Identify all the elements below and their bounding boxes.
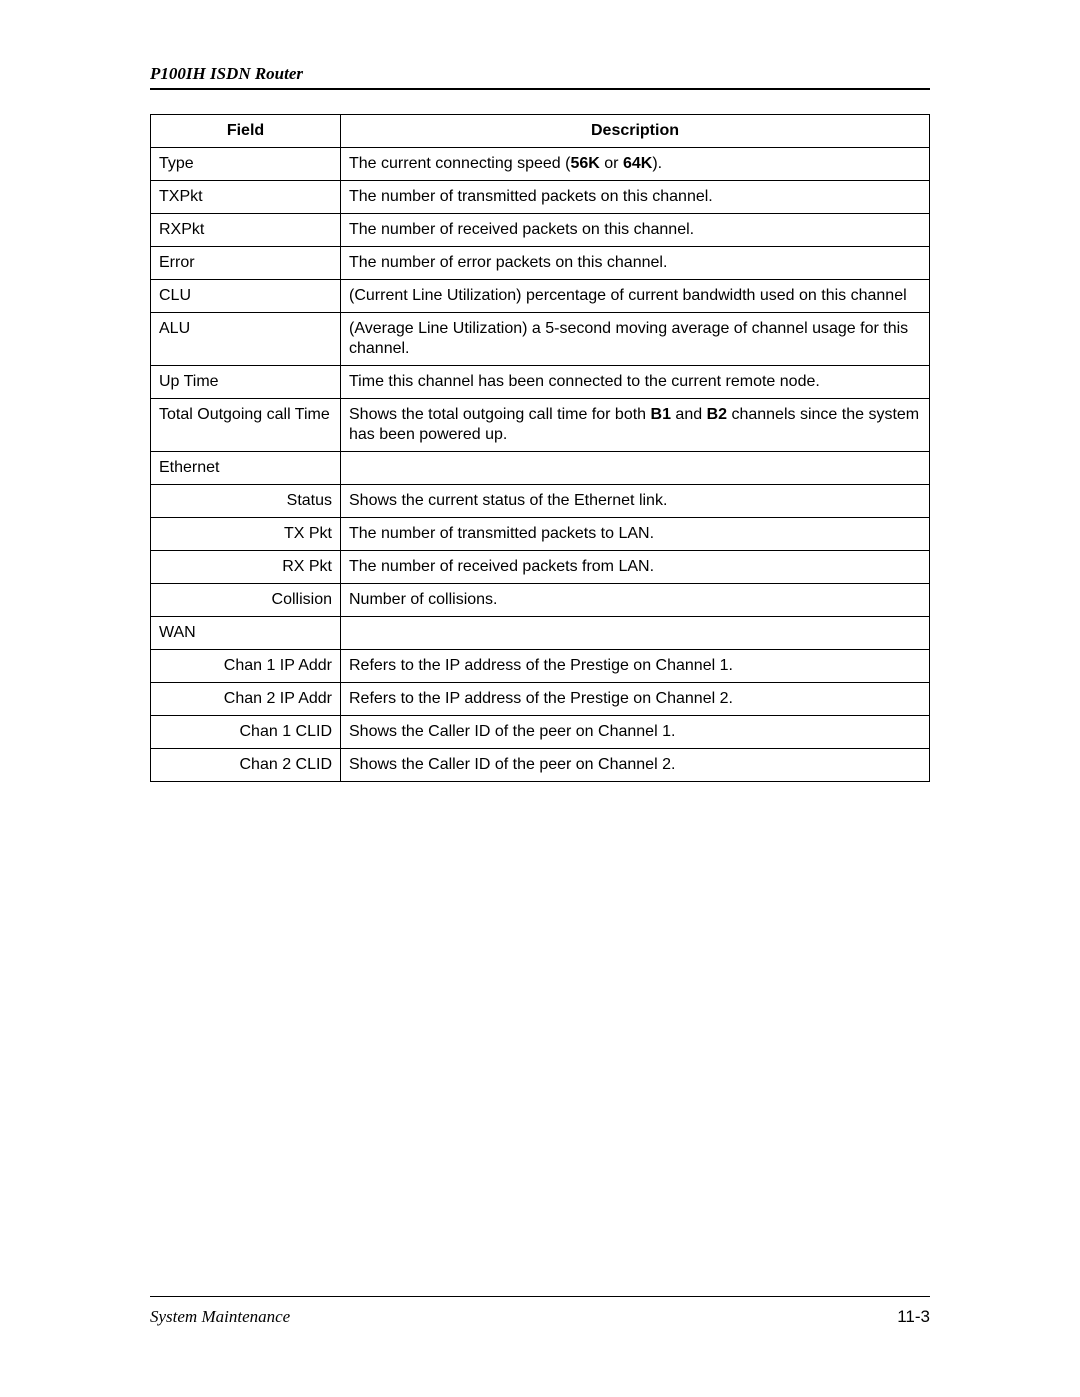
page: P100IH ISDN Router Field Description Typ… xyxy=(0,0,1080,1397)
cell-description: Shows the current status of the Ethernet… xyxy=(341,485,930,518)
cell-field: ALU xyxy=(151,313,341,366)
page-footer: System Maintenance 11-3 xyxy=(150,1296,930,1327)
cell-description: The number of received packets from LAN. xyxy=(341,551,930,584)
cell-description: The number of transmitted packets to LAN… xyxy=(341,518,930,551)
cell-description: (Current Line Utilization) percentage of… xyxy=(341,280,930,313)
footer-right: 11-3 xyxy=(897,1307,930,1327)
footer-row: System Maintenance 11-3 xyxy=(150,1307,930,1327)
cell-field: Chan 1 CLID xyxy=(151,716,341,749)
cell-field: Chan 2 IP Addr xyxy=(151,683,341,716)
cell-field: Status xyxy=(151,485,341,518)
table-row: RX PktThe number of received packets fro… xyxy=(151,551,930,584)
cell-description xyxy=(341,617,930,650)
cell-description: Time this channel has been connected to … xyxy=(341,366,930,399)
table-row: WAN xyxy=(151,617,930,650)
table-row: Ethernet xyxy=(151,452,930,485)
header-description: Description xyxy=(341,115,930,148)
table-row: CLU(Current Line Utilization) percentage… xyxy=(151,280,930,313)
table-row: Chan 1 CLIDShows the Caller ID of the pe… xyxy=(151,716,930,749)
table-row: CollisionNumber of collisions. xyxy=(151,584,930,617)
table-row: Chan 2 CLIDShows the Caller ID of the pe… xyxy=(151,749,930,782)
cell-description: Shows the Caller ID of the peer on Chann… xyxy=(341,716,930,749)
cell-field: TXPkt xyxy=(151,181,341,214)
table-row: ALU(Average Line Utilization) a 5-second… xyxy=(151,313,930,366)
cell-description: The current connecting speed (56K or 64K… xyxy=(341,148,930,181)
cell-field: Chan 1 IP Addr xyxy=(151,650,341,683)
cell-description: Shows the Caller ID of the peer on Chann… xyxy=(341,749,930,782)
cell-description xyxy=(341,452,930,485)
table-body: TypeThe current connecting speed (56K or… xyxy=(151,148,930,782)
cell-field: CLU xyxy=(151,280,341,313)
cell-field: Ethernet xyxy=(151,452,341,485)
cell-field: Total Outgoing call Time xyxy=(151,399,341,452)
cell-description: The number of received packets on this c… xyxy=(341,214,930,247)
table-row: TXPktThe number of transmitted packets o… xyxy=(151,181,930,214)
cell-description: Number of collisions. xyxy=(341,584,930,617)
table-row: RXPktThe number of received packets on t… xyxy=(151,214,930,247)
table-row: TX PktThe number of transmitted packets … xyxy=(151,518,930,551)
table-row: StatusShows the current status of the Et… xyxy=(151,485,930,518)
cell-description: The number of transmitted packets on thi… xyxy=(341,181,930,214)
cell-description: (Average Line Utilization) a 5-second mo… xyxy=(341,313,930,366)
cell-field: RX Pkt xyxy=(151,551,341,584)
cell-field: RXPkt xyxy=(151,214,341,247)
cell-field: WAN xyxy=(151,617,341,650)
field-description-table: Field Description TypeThe current connec… xyxy=(150,114,930,782)
table-row: Up TimeTime this channel has been connec… xyxy=(151,366,930,399)
table-row: Total Outgoing call TimeShows the total … xyxy=(151,399,930,452)
cell-field: Up Time xyxy=(151,366,341,399)
page-header: P100IH ISDN Router xyxy=(150,64,930,90)
cell-field: Chan 2 CLID xyxy=(151,749,341,782)
table-row: Chan 1 IP AddrRefers to the IP address o… xyxy=(151,650,930,683)
cell-description: The number of error packets on this chan… xyxy=(341,247,930,280)
footer-left: System Maintenance xyxy=(150,1307,290,1327)
header-field: Field xyxy=(151,115,341,148)
header-title: P100IH ISDN Router xyxy=(150,64,303,83)
cell-field: Collision xyxy=(151,584,341,617)
table-row: ErrorThe number of error packets on this… xyxy=(151,247,930,280)
table-row: Chan 2 IP AddrRefers to the IP address o… xyxy=(151,683,930,716)
cell-description: Refers to the IP address of the Prestige… xyxy=(341,683,930,716)
cell-field: TX Pkt xyxy=(151,518,341,551)
cell-field: Type xyxy=(151,148,341,181)
cell-description: Shows the total outgoing call time for b… xyxy=(341,399,930,452)
table-row: TypeThe current connecting speed (56K or… xyxy=(151,148,930,181)
table-header-row: Field Description xyxy=(151,115,930,148)
footer-rule xyxy=(150,1296,930,1297)
cell-description: Refers to the IP address of the Prestige… xyxy=(341,650,930,683)
cell-field: Error xyxy=(151,247,341,280)
